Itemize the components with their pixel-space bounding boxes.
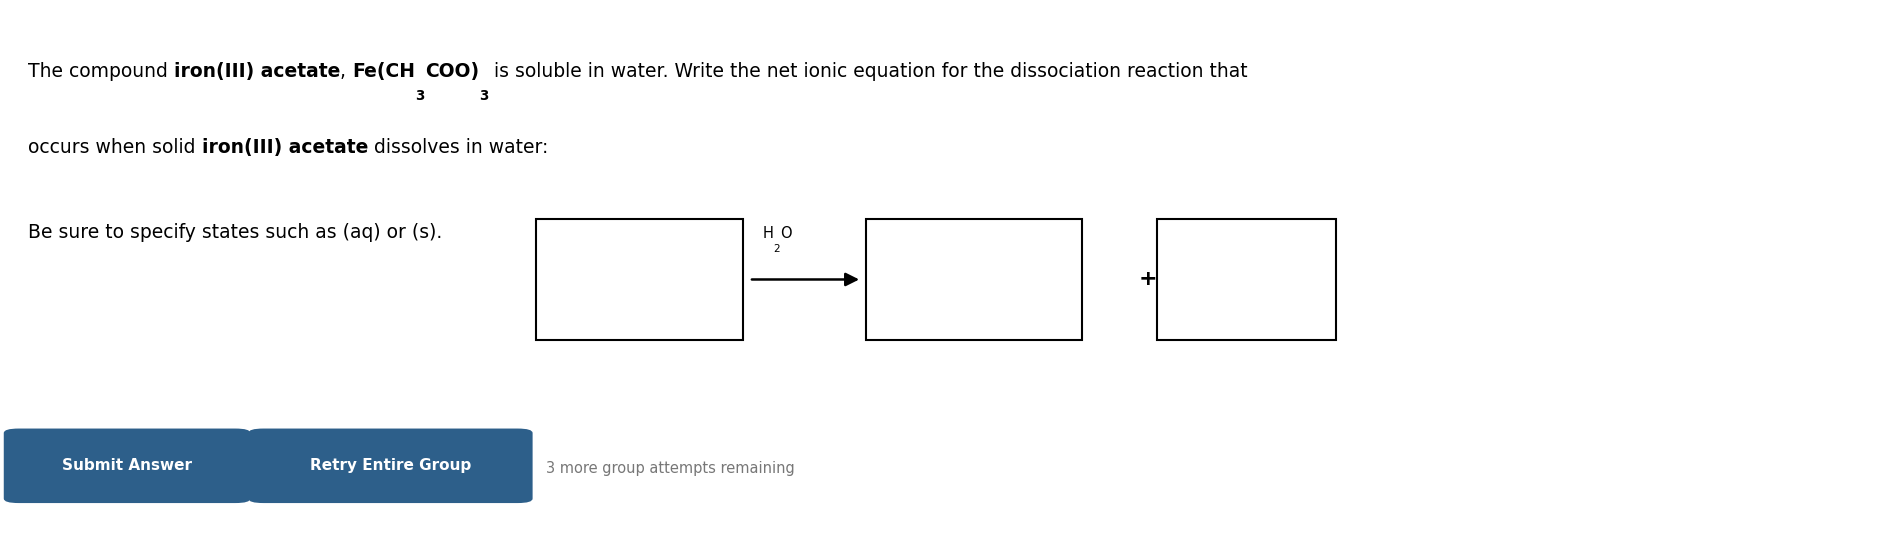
Text: The compound: The compound [28, 62, 175, 81]
Text: 3: 3 [416, 89, 425, 103]
Text: iron(III) acetate: iron(III) acetate [201, 139, 369, 157]
Text: O: O [779, 226, 790, 241]
Bar [1157, 219, 1336, 340]
Text: 3 more group attempts remaining: 3 more group attempts remaining [546, 461, 794, 476]
Text: 2: 2 [774, 244, 779, 254]
Text: +: + [1139, 270, 1157, 289]
Text: COO): COO) [425, 62, 480, 81]
Bar [536, 219, 743, 340]
FancyBboxPatch shape [4, 429, 250, 503]
Text: Retry Entire Group: Retry Entire Group [311, 458, 470, 473]
Text: H: H [762, 226, 774, 241]
Text: Fe(CH: Fe(CH [352, 62, 416, 81]
Text: is soluble in water. Write the net ionic equation for the dissociation reaction : is soluble in water. Write the net ionic… [487, 62, 1248, 81]
Text: dissolves in water:: dissolves in water: [369, 139, 548, 157]
FancyBboxPatch shape [248, 429, 533, 503]
Text: occurs when solid: occurs when solid [28, 139, 201, 157]
Text: 3: 3 [480, 89, 487, 103]
Text: ,: , [341, 62, 352, 81]
Text: Be sure to specify states such as (aq) or (s).: Be sure to specify states such as (aq) o… [28, 224, 442, 242]
Text: iron(III) acetate: iron(III) acetate [175, 62, 341, 81]
Bar [866, 219, 1082, 340]
Text: Submit Answer: Submit Answer [62, 458, 192, 473]
